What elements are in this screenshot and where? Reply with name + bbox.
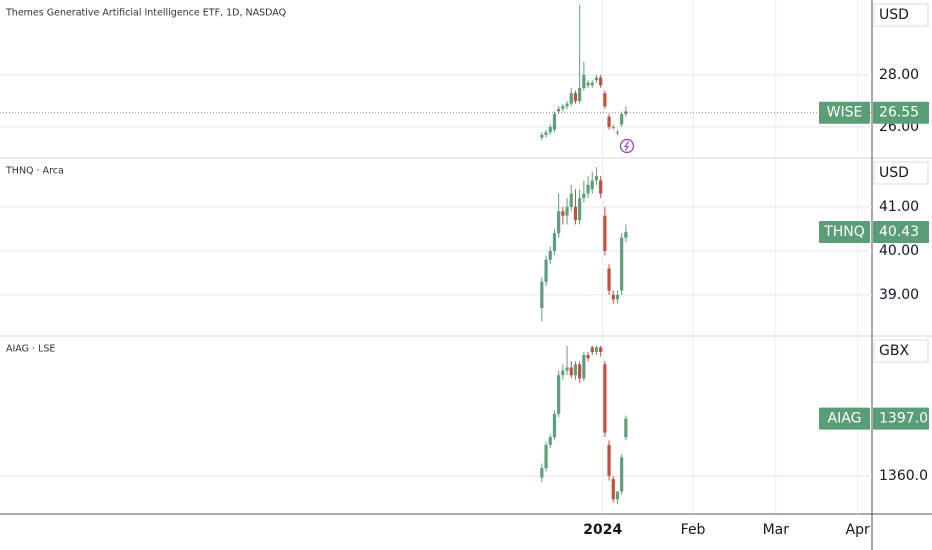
x-tick-label: Apr — [846, 522, 870, 538]
candle-body — [586, 184, 590, 194]
candle-body — [569, 93, 573, 104]
candle-body — [573, 364, 578, 376]
candle-body — [561, 211, 565, 216]
candle-body — [590, 347, 594, 352]
candle-body — [603, 93, 607, 107]
candle-body — [548, 437, 552, 445]
symbol-label: THNQ — [823, 224, 865, 240]
candle-body — [607, 116, 611, 128]
candle-body — [611, 294, 615, 300]
candle-body — [603, 364, 607, 433]
candle-body — [594, 347, 599, 352]
symbol-tag — [819, 220, 870, 243]
currency-label: GBX — [879, 343, 909, 359]
currency-label: USD — [879, 7, 909, 23]
candle-body — [548, 250, 552, 260]
x-tick-label: 2024 — [583, 522, 622, 538]
candle-body — [544, 259, 548, 282]
candle-body — [599, 180, 603, 194]
x-tick-label: Mar — [763, 522, 790, 538]
candle-body — [615, 132, 620, 134]
candle-body — [573, 206, 578, 221]
pane-title: AIAG · LSE — [6, 344, 55, 355]
currency-box — [873, 3, 929, 27]
y-tick-label: 28.00 — [879, 67, 919, 83]
symbol-tag — [819, 407, 870, 430]
candle-body — [624, 418, 628, 438]
candle-body — [594, 77, 599, 81]
candle-body — [540, 281, 544, 309]
candle-body — [565, 367, 569, 371]
candle-body — [578, 198, 582, 221]
pane-title: Themes Generative Artificial Intelligenc… — [5, 8, 286, 19]
candle-body — [620, 114, 624, 125]
candle-body — [607, 268, 611, 291]
candle-body — [590, 82, 594, 86]
candle-body — [561, 106, 565, 109]
candle-body — [611, 127, 615, 129]
candle-body — [590, 180, 594, 190]
candle-body — [603, 215, 607, 251]
candle-body — [557, 108, 561, 112]
pane-title: THNQ · Arca — [5, 166, 64, 177]
y-tick-label: 40.00 — [879, 243, 919, 259]
candle-body — [594, 176, 599, 181]
candle-body — [620, 237, 624, 291]
candle-body — [548, 127, 552, 133]
symbol-tag — [819, 101, 870, 124]
price-label: 26.55 — [879, 105, 919, 121]
y-tick-label: 41.00 — [879, 199, 919, 215]
candle-body — [578, 88, 582, 102]
candle-body — [552, 233, 557, 251]
y-tick-label: 1360.0 — [879, 468, 928, 484]
price-label: 40.43 — [879, 224, 919, 240]
candle-body — [557, 375, 561, 414]
symbol-label: WISE — [827, 105, 863, 121]
candle-body — [599, 347, 603, 352]
candle-body — [561, 370, 565, 376]
candle-body — [611, 479, 615, 500]
candle-body — [540, 134, 544, 138]
candle-body — [540, 468, 544, 478]
candle-body — [573, 93, 578, 102]
candle-body — [582, 355, 586, 379]
symbol-label: AIAG — [828, 411, 862, 427]
candle-body — [607, 444, 611, 476]
candle-body — [544, 444, 548, 469]
alert-icon — [619, 138, 635, 154]
candle-body — [578, 364, 582, 379]
candle-body — [544, 132, 548, 135]
price-tag — [873, 407, 929, 430]
candle-body — [557, 211, 561, 234]
candle-body — [586, 82, 590, 86]
candle-body — [620, 457, 624, 492]
x-tick-label: Feb — [681, 522, 706, 538]
candle-body — [552, 114, 557, 130]
candle-body — [582, 74, 586, 89]
candle-body — [569, 367, 573, 376]
candle-body — [615, 491, 620, 500]
currency-label: USD — [879, 165, 909, 181]
candle-body — [615, 294, 620, 300]
currency-box — [873, 339, 929, 363]
price-tag — [873, 220, 929, 243]
candle-body — [599, 77, 603, 86]
price-tag — [873, 101, 929, 124]
candle-body — [582, 193, 586, 199]
candle-body — [624, 111, 628, 115]
candle-body — [624, 231, 628, 238]
candle-body — [586, 355, 590, 359]
candle-body — [565, 206, 569, 216]
candle-body — [552, 413, 557, 438]
price-label: 1397.0 — [879, 411, 928, 427]
candle-body — [565, 103, 569, 107]
currency-box — [873, 161, 929, 185]
candle-body — [569, 193, 573, 207]
y-tick-label: 39.00 — [879, 287, 919, 303]
